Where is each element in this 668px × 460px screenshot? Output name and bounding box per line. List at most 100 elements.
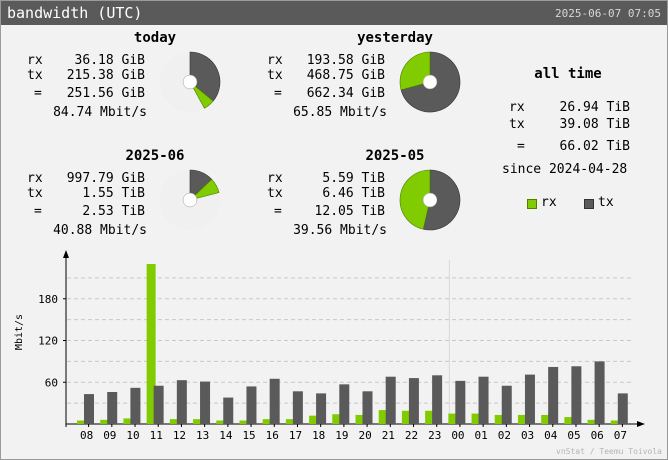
bar-rx <box>123 418 133 424</box>
bar-tx <box>548 366 559 424</box>
x-tick-label: 03 <box>521 429 534 442</box>
total-label: = <box>34 204 42 219</box>
bar-rx <box>216 420 226 424</box>
tx-label: tx <box>27 186 43 201</box>
bar-tx <box>223 397 234 424</box>
x-tick-label: 19 <box>335 429 348 442</box>
x-tick-label: 07 <box>614 429 627 442</box>
x-tick-label: 00 <box>451 429 464 442</box>
pie-hole <box>182 74 198 90</box>
x-tick-label: 10 <box>126 429 139 442</box>
bar-rx <box>146 264 156 424</box>
bar-rx <box>448 413 458 424</box>
bar-rx <box>401 410 411 424</box>
bar-rx <box>494 414 504 424</box>
rate-value: 65.85 Mbit/s <box>293 105 387 120</box>
tx-value: 6.46 TiB <box>322 186 385 201</box>
block-header: 2025-06 <box>125 148 185 164</box>
bar-rx <box>169 419 179 424</box>
alltime-header: all time <box>534 66 602 82</box>
rate-value: 40.88 Mbit/s <box>53 223 147 238</box>
x-tick-label: 05 <box>567 429 580 442</box>
x-tick-label: 21 <box>382 429 395 442</box>
total-label: = <box>274 204 282 219</box>
bar-tx <box>130 387 141 424</box>
total-value: 12.05 TiB <box>314 204 385 219</box>
bar-tx <box>292 391 303 424</box>
bar-rx <box>425 410 435 424</box>
bar-rx <box>564 417 574 424</box>
bar-tx <box>246 386 257 424</box>
y-tick-label: 60 <box>45 376 58 389</box>
tx-label: tx <box>267 68 283 83</box>
x-tick-label: 20 <box>358 429 371 442</box>
x-tick-label: 12 <box>173 429 186 442</box>
block-header: yesterday <box>357 30 433 46</box>
pie-tx-slice <box>189 51 221 102</box>
tx-value: 215.38 GiB <box>66 68 145 83</box>
block-header: 2025-05 <box>365 148 425 164</box>
tx-label: tx <box>267 186 283 201</box>
x-tick-label: 06 <box>591 429 604 442</box>
x-tick-label: 18 <box>312 429 325 442</box>
bar-rx <box>262 419 272 424</box>
alltime-tx-value: 39.08 TiB <box>559 117 630 132</box>
bar-rx <box>355 414 365 424</box>
bar-rx <box>378 410 388 424</box>
bar-tx <box>501 385 512 424</box>
x-tick-label: 09 <box>103 429 116 442</box>
x-tick-label: 04 <box>544 429 558 442</box>
bar-tx <box>455 380 466 424</box>
bar-tx <box>200 381 211 424</box>
x-tick-label: 17 <box>289 429 302 442</box>
x-tick-label: 23 <box>428 429 441 442</box>
legend-tx-label: tx <box>598 195 614 210</box>
legend-rx-label: rx <box>541 195 557 210</box>
x-tick-label: 13 <box>196 429 209 442</box>
total-label: = <box>34 86 42 101</box>
pie-rx-slice <box>399 51 431 91</box>
bar-tx <box>339 384 350 424</box>
legend-rx-swatch <box>527 199 537 209</box>
bar-tx <box>153 385 164 424</box>
rx-value: 193.58 GiB <box>306 53 385 68</box>
alltime-rx-value: 26.94 TiB <box>559 100 630 115</box>
bar-rx <box>587 419 597 424</box>
x-tick-label: 01 <box>475 429 488 442</box>
rx-value: 36.18 GiB <box>74 53 145 68</box>
bar-tx <box>316 393 327 424</box>
bar-rx <box>517 414 527 424</box>
alltime-total-label: = <box>517 139 525 154</box>
alltime-rx-label: rx <box>509 100 525 115</box>
page-title: bandwidth (UTC) <box>7 4 143 22</box>
legend-tx-swatch <box>584 199 594 209</box>
rx-label: rx <box>267 53 283 68</box>
rx-label: rx <box>27 171 43 186</box>
bar-rx <box>332 414 342 424</box>
tx-label: tx <box>27 68 43 83</box>
pie-tx-slice <box>422 169 461 231</box>
bar-tx <box>571 366 582 424</box>
rx-value: 997.79 GiB <box>66 171 145 186</box>
x-tick-label: 14 <box>219 429 233 442</box>
block-header: today <box>133 30 177 46</box>
y-tick-label: 180 <box>38 293 58 306</box>
bar-tx <box>408 378 419 424</box>
tx-value: 1.55 TiB <box>82 186 145 201</box>
x-tick-label: 15 <box>242 429 255 442</box>
bar-rx <box>610 420 620 424</box>
bar-tx <box>524 374 535 424</box>
bar-rx <box>309 415 319 424</box>
x-tick-label: 02 <box>498 429 511 442</box>
rx-value: 5.59 TiB <box>322 171 385 186</box>
x-tick-label: 16 <box>266 429 279 442</box>
bar-rx <box>77 420 86 424</box>
pie-hole <box>182 192 198 208</box>
rx-label: rx <box>267 171 283 186</box>
bar-tx <box>269 378 280 424</box>
pie-hole <box>422 74 438 90</box>
bar-tx <box>478 376 489 424</box>
bar-rx <box>541 414 551 424</box>
title-bar: bandwidth (UTC) 2025-06-07 07:05 <box>1 1 667 25</box>
